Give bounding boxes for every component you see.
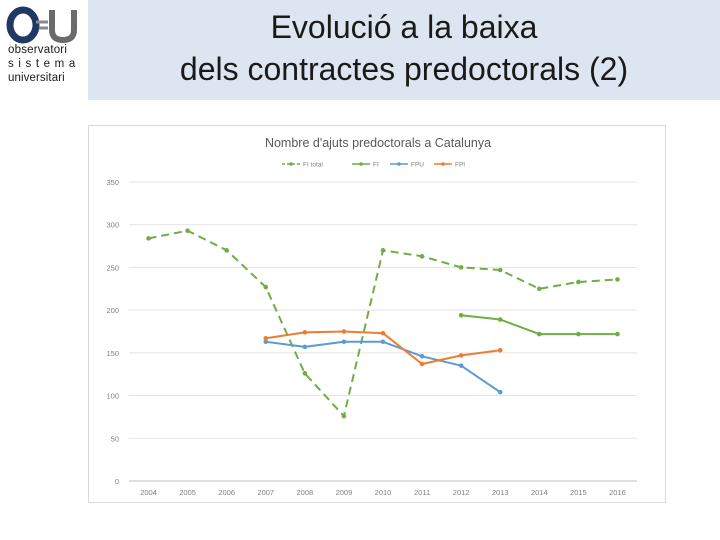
data-point-fi [497, 317, 503, 322]
data-point-fi-total [380, 248, 386, 253]
y-tick-label: 0 [115, 477, 119, 486]
legend-label: FI total [303, 162, 323, 169]
y-axis-ticks: 0 50 100 150 200 250 300 350 [106, 178, 119, 486]
chart-legend: FI total FI FPU FPI [282, 162, 465, 169]
x-tick-label: 2013 [492, 488, 509, 497]
legend-item-fi: FI [352, 162, 379, 169]
data-point-fi-total [302, 371, 308, 376]
data-point-fi-total [615, 277, 620, 282]
data-point-fi [537, 331, 542, 337]
x-tick-label: 2016 [609, 488, 626, 497]
data-point-fi-total [224, 248, 229, 253]
legend-label: FPU [411, 162, 424, 169]
x-tick-label: 2006 [218, 488, 235, 497]
logo-text-line2: sistema [8, 58, 80, 70]
osu-logo: observatori sistema universitari [0, 0, 88, 100]
series-line-fi-total [148, 229, 618, 418]
legend-label: FPI [455, 162, 465, 169]
y-tick-label: 100 [106, 392, 119, 401]
y-tick-label: 350 [106, 178, 119, 187]
data-point-fpu [341, 339, 347, 345]
data-point-fpi [380, 330, 386, 336]
data-point-fi-total [537, 286, 542, 292]
series-fpi [263, 329, 503, 367]
chart-title: Nombre d'ajuts predoctorals a Catalunya [265, 136, 491, 150]
legend-marker [359, 162, 363, 166]
data-point-fi-total [458, 265, 464, 270]
data-point-fpu [419, 353, 425, 359]
x-tick-label: 2010 [375, 488, 392, 497]
y-tick-label: 250 [106, 263, 119, 272]
legend-item-fpi: FPI [434, 162, 465, 169]
series-line-fi [461, 314, 618, 336]
data-point-fpi [497, 347, 503, 353]
x-tick-label: 2008 [297, 488, 314, 497]
data-point-fi [458, 312, 464, 318]
x-tick-label: 2005 [179, 488, 196, 497]
data-point-fi-total [185, 228, 190, 233]
logo-text-line3: universitari [8, 72, 65, 84]
y-tick-label: 300 [106, 221, 119, 230]
data-point-fi-total [146, 236, 151, 241]
series-fi-total [146, 228, 620, 419]
chart-frame: Nombre d'ajuts predoctorals a Catalunya … [88, 125, 666, 503]
x-tick-label: 2014 [531, 488, 548, 497]
chart-series [146, 228, 620, 419]
data-point-fi [615, 331, 620, 337]
x-tick-label: 2012 [453, 488, 470, 497]
legend-marker [441, 162, 445, 166]
x-tick-label: 2007 [257, 488, 274, 497]
data-point-fpi [419, 361, 425, 367]
osu-logo-mark-icon [6, 6, 77, 44]
slide-title-line2: dels contractes predoctorals (2) [179, 51, 629, 87]
header-band [88, 0, 720, 100]
x-tick-label: 2009 [336, 488, 353, 497]
data-point-fpu [302, 344, 308, 350]
data-point-fi-total [576, 279, 581, 285]
y-tick-label: 200 [106, 306, 119, 315]
data-point-fpu [263, 339, 269, 345]
logo-text-line1: observatori [8, 44, 68, 56]
data-point-fi-total [263, 284, 269, 290]
data-point-fpu [497, 389, 503, 395]
data-point-fpi [263, 336, 269, 341]
data-point-fpu [380, 339, 386, 345]
series-line-fpi [265, 330, 501, 365]
legend-label: FI [373, 162, 379, 169]
legend-item-fi-total: FI total [282, 162, 323, 169]
data-point-fpi [302, 330, 308, 335]
series-fpu [263, 339, 503, 395]
data-point-fi [576, 331, 581, 337]
legend-marker [397, 162, 401, 166]
x-tick-label: 2004 [140, 488, 157, 497]
data-point-fi-total [419, 254, 425, 259]
line-chart: Nombre d'ajuts predoctorals a Catalunya … [106, 136, 637, 497]
legend-marker [289, 162, 293, 166]
x-tick-label: 2011 [414, 488, 430, 497]
x-axis-ticks: 2004 2005 2006 2007 2008 2009 2010 2011 2012 2013… [140, 488, 626, 497]
chart-gridlines [129, 181, 637, 482]
data-point-fpi [458, 353, 464, 358]
y-tick-label: 150 [106, 349, 119, 358]
data-point-fi-total [497, 267, 503, 273]
x-tick-label: 2015 [570, 488, 587, 497]
data-point-fi-total [341, 413, 347, 419]
slide-title: Evolució a la baixa dels contractes pred… [88, 6, 720, 90]
slide-title-line1: Evolució a la baixa [270, 9, 538, 45]
series-fi [458, 312, 620, 337]
data-point-fpi [341, 329, 347, 334]
data-point-fpu [458, 363, 464, 368]
y-tick-label: 50 [111, 434, 119, 443]
legend-item-fpu: FPU [390, 162, 424, 169]
